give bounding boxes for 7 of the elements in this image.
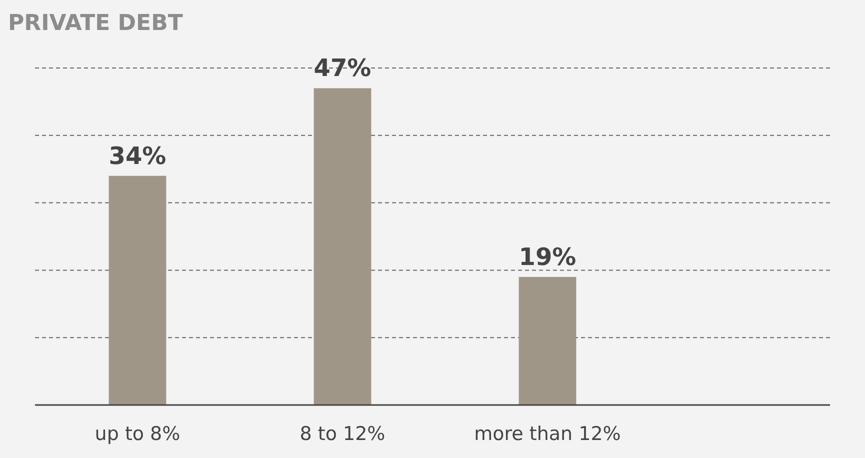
x-tick-label: 8 to 12% [300, 423, 386, 445]
data-label: 47% [314, 54, 372, 82]
chart-title: PRIVATE DEBT [8, 11, 183, 36]
x-tick-label: more than 12% [474, 423, 621, 445]
x-tick-label: up to 8% [94, 423, 180, 445]
data-label: 34% [108, 142, 166, 170]
data-label: 19% [518, 242, 576, 271]
